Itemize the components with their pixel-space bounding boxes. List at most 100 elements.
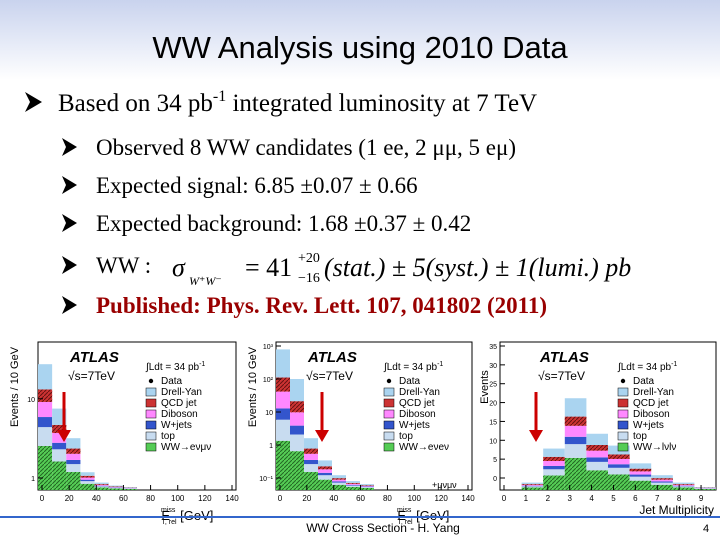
hist-fill: [651, 482, 673, 485]
hist-fill: [94, 484, 109, 486]
hist-fill: [276, 408, 290, 420]
hist-fill: [360, 487, 374, 488]
hist-fill: [66, 464, 81, 472]
energy: √s=7TeV: [306, 369, 353, 383]
legend-label: Drell-Yan: [399, 387, 440, 398]
y-tick-label: 10: [27, 397, 35, 404]
y-tick-label: 25: [489, 382, 497, 389]
legend-swatch: [383, 420, 395, 430]
x-label-unit: [GeV]: [413, 508, 450, 523]
hist-hatch: [521, 484, 544, 485]
hist-fill: [332, 479, 346, 482]
x-tick-label: 60: [356, 494, 365, 503]
hist-hatch: [304, 471, 318, 490]
x-tick-label: 60: [119, 494, 128, 503]
x-tick-label: 20: [65, 494, 74, 503]
x-axis-label: Emiss T, rel [GeV]: [397, 507, 449, 526]
x-tick-label: 100: [408, 494, 422, 503]
hist-fill: [521, 486, 544, 488]
lumi-sup: -1: [199, 361, 205, 368]
hist-hatch: [304, 448, 318, 454]
legend-label: Diboson: [633, 409, 670, 420]
x-tick-label: 20: [302, 494, 311, 503]
hist-hatch: [276, 377, 290, 392]
hist-hatch: [586, 470, 608, 490]
hist-fill: [564, 425, 587, 437]
legend-label: QCD jet: [161, 398, 197, 409]
hist-hatch: [66, 448, 81, 454]
y-tick-label: 20: [489, 401, 497, 408]
legend-label: W+jets: [399, 420, 430, 431]
arrow-head: [315, 430, 329, 442]
legend-label: Diboson: [161, 409, 198, 420]
hist-fill: [332, 475, 346, 479]
x-tick-label: 4: [589, 494, 594, 503]
formula-value: = 41: [245, 253, 292, 282]
arrow-head: [529, 430, 543, 442]
x-label-main: E: [161, 508, 170, 523]
y-tick-label: 35: [489, 344, 497, 351]
x-tick-label: 0: [502, 494, 507, 503]
x-tick-label: 140: [461, 494, 475, 503]
legend-swatch: [145, 431, 157, 441]
hist-hatch: [38, 389, 53, 402]
legend-label: top: [399, 431, 413, 442]
experiment: ATLAS: [69, 349, 119, 366]
hist-fill: [276, 349, 290, 378]
hist-fill: [318, 472, 332, 476]
title: WW Analysis using 2010 Data: [152, 30, 568, 65]
hist-hatch: [332, 484, 346, 490]
lumi: ∫Ldt = 34 pb-1: [383, 361, 443, 373]
y-tick-label: 10²: [263, 377, 274, 384]
hist-hatch: [360, 487, 374, 490]
hist-fill: [346, 481, 360, 483]
x-tick-label: 140: [225, 494, 239, 503]
x-label-unit: [GeV]: [177, 508, 214, 523]
y-tick-label: 30: [489, 363, 497, 370]
hist-hatch: [608, 474, 630, 490]
energy: √s=7TeV: [68, 369, 115, 383]
x-label-sub: T, rel: [161, 519, 177, 526]
legend-swatch: [617, 387, 629, 397]
hist-fill: [66, 459, 81, 465]
legend-swatch: [145, 387, 157, 397]
hist-fill: [521, 485, 544, 487]
hist-fill: [94, 482, 109, 485]
hist-hatch: [318, 479, 332, 490]
hist-hatch: [651, 478, 673, 480]
legend-label: WW→lνlν: [633, 442, 676, 453]
formula-sigma: σ: [172, 253, 186, 282]
bullet-sup: -1: [213, 88, 226, 105]
hist-hatch: [346, 486, 360, 490]
hist-fill: [80, 479, 95, 482]
hist-fill: [360, 485, 374, 487]
hist-hatch: [629, 468, 652, 472]
lumi: ∫Ldt = 34 pb-1: [617, 361, 677, 373]
hist-hatch: [66, 471, 81, 490]
x-tick-label: 7: [655, 494, 660, 503]
formula-down: −16: [298, 271, 320, 286]
hist-fill: [52, 449, 67, 462]
y-axis-label: Events: [479, 370, 491, 404]
footer-text: WW Cross Section - H. Yang: [306, 521, 460, 535]
x-tick-label: 120: [198, 494, 212, 503]
hist-fill: [304, 438, 318, 449]
legend-label: QCD jet: [633, 398, 669, 409]
bullet: Based on 34 pb-1 integrated luminosity a…: [58, 88, 537, 117]
hist-fill: [694, 487, 716, 488]
hist-fill: [672, 486, 695, 488]
hist-fill: [108, 485, 123, 487]
legend-label: Diboson: [399, 409, 436, 420]
x-axis-label: Emiss T, rel [GeV]: [161, 507, 213, 526]
x-axis-label: Jet Multiplicity: [639, 503, 714, 517]
hist-fill: [108, 487, 123, 489]
x-tick-label: 120: [434, 494, 448, 503]
hist-fill: [346, 484, 360, 486]
hist-fill: [304, 453, 318, 460]
x-tick-label: 40: [92, 494, 101, 503]
hist-hatch: [38, 445, 53, 490]
lumi: ∫Ldt = 34 pb-1: [145, 361, 205, 373]
hist-fill: [66, 438, 81, 449]
y-tick-label: 15: [489, 419, 497, 426]
hist-fill: [608, 467, 630, 475]
